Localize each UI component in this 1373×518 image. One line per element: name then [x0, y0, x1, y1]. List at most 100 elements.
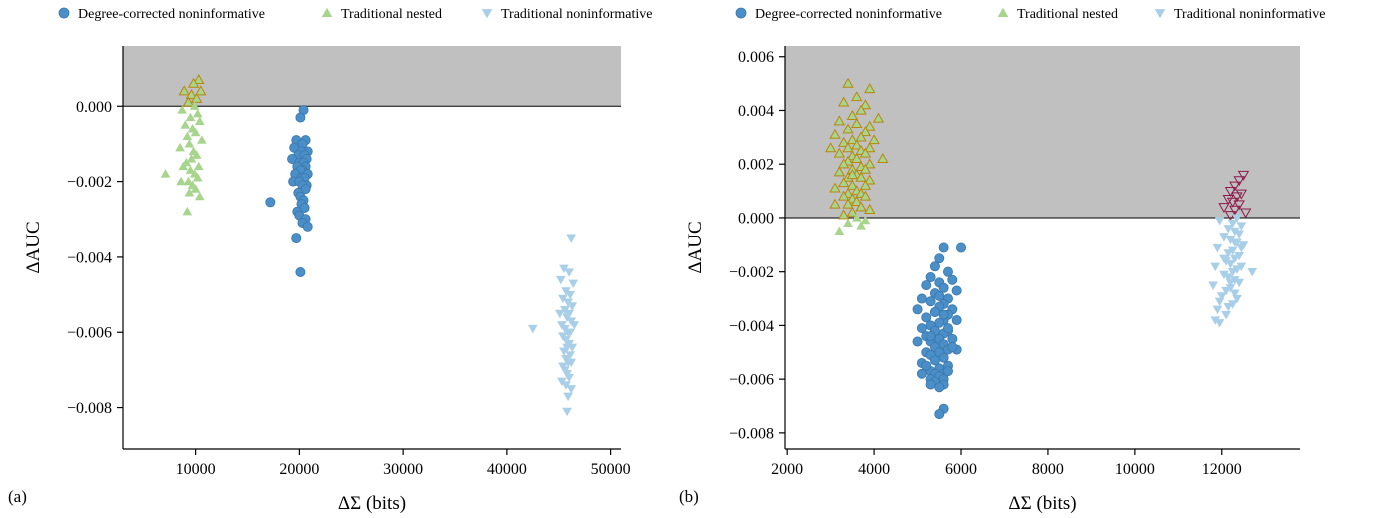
y-tick-label: −0.008	[67, 400, 112, 417]
data-point	[1225, 284, 1236, 293]
data-point	[929, 306, 940, 317]
data-point	[564, 268, 574, 277]
panel-tag: (b)	[679, 487, 699, 506]
data-point	[565, 328, 575, 338]
y-tick-label: −0.006	[67, 325, 112, 342]
data-point	[1214, 319, 1225, 328]
y-tick-label: 0.002	[738, 157, 774, 174]
data-point	[859, 179, 872, 190]
legend-entry: Degree-corrected noninformative	[755, 7, 942, 22]
data-point	[934, 290, 945, 301]
data-point	[182, 206, 193, 216]
data-point	[947, 341, 958, 352]
data-point	[569, 321, 580, 330]
y-tick-label: 0.000	[738, 210, 774, 227]
legend-marker	[735, 7, 747, 19]
data-point	[1216, 292, 1227, 301]
data-point	[1233, 176, 1245, 187]
data-point	[1210, 262, 1221, 272]
data-point	[929, 355, 940, 366]
data-point	[558, 294, 568, 304]
data-point	[185, 165, 196, 174]
data-point	[1218, 203, 1230, 214]
data-point	[1227, 219, 1238, 229]
data-point	[864, 120, 876, 131]
data-point	[864, 83, 876, 94]
data-point	[916, 293, 927, 304]
data-point	[1229, 289, 1240, 299]
legend-entry: Traditional nested	[1017, 7, 1118, 22]
data-point	[1229, 205, 1241, 216]
y-tick-label: −0.002	[67, 174, 112, 191]
data-point	[855, 104, 867, 115]
data-point	[566, 358, 577, 368]
data-point	[1231, 192, 1243, 203]
data-point	[182, 131, 193, 141]
y-tick-label: −0.006	[729, 372, 774, 389]
data-point	[1236, 262, 1247, 272]
data-point	[176, 176, 186, 186]
data-point	[1219, 270, 1229, 280]
data-point	[837, 96, 850, 107]
x-tick-label: 6000	[945, 461, 977, 478]
data-point	[855, 171, 867, 182]
data-point	[877, 153, 889, 163]
data-point	[1227, 268, 1238, 277]
legend-entry: Traditional noninformative	[501, 7, 653, 22]
data-point	[194, 191, 205, 201]
panel-a: 10000 20000 30000 40000 50000 0.000 −0.002 −0.0…	[8, 7, 653, 514]
positive-region-shade	[785, 46, 1300, 218]
data-point	[1214, 297, 1225, 307]
data-point	[925, 296, 936, 307]
data-point	[561, 381, 571, 390]
y-tick-label: 0.004	[738, 103, 774, 120]
data-point	[193, 74, 205, 85]
data-point	[291, 233, 302, 244]
data-point	[1232, 214, 1242, 223]
series-circle	[912, 242, 967, 420]
x-tick-label: 50000	[591, 461, 631, 478]
data-point	[265, 197, 276, 208]
y-tick-label: 0.006	[738, 49, 774, 66]
series-triangle-up	[824, 77, 889, 236]
data-point	[921, 280, 932, 291]
data-point	[565, 290, 575, 300]
data-point	[916, 368, 927, 379]
data-point	[855, 131, 867, 142]
data-point	[184, 139, 195, 148]
x-axis-label: ΔΣ (bits)	[1008, 493, 1076, 514]
data-point	[527, 324, 538, 334]
y-axis-label: ΔAUC	[685, 221, 706, 273]
data-point	[956, 242, 967, 253]
data-point	[860, 215, 871, 225]
data-point	[859, 147, 872, 158]
data-point	[178, 85, 190, 96]
data-point	[1221, 311, 1231, 320]
data-point	[834, 226, 845, 236]
data-point	[842, 123, 854, 134]
data-point	[1225, 235, 1236, 245]
data-point	[563, 392, 573, 402]
data-point	[942, 323, 953, 334]
x-tick-label: 8000	[1032, 461, 1064, 478]
data-point	[1229, 254, 1240, 264]
x-tick-label: 10000	[176, 461, 216, 478]
data-point	[567, 343, 578, 353]
data-point	[566, 234, 577, 243]
data-point	[193, 161, 204, 171]
data-point	[864, 142, 876, 153]
data-point	[851, 195, 863, 206]
data-point	[859, 190, 872, 201]
data-point	[864, 174, 876, 185]
data-point	[833, 147, 846, 158]
data-point	[185, 89, 198, 100]
data-point	[851, 118, 863, 129]
y-tick-label: 0.000	[76, 99, 112, 116]
data-point	[856, 221, 866, 230]
data-point	[859, 126, 872, 137]
data-point	[1239, 208, 1252, 219]
legend-marker	[997, 7, 1009, 17]
data-point	[197, 135, 207, 144]
data-point	[829, 198, 841, 209]
legend: Degree-corrected noninformative Tradition…	[735, 7, 1326, 22]
